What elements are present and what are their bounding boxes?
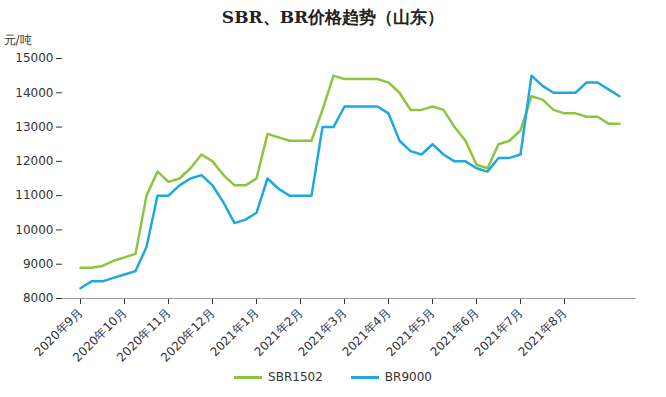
svg-text:2020年9月: 2020年9月 [31,305,86,360]
svg-text:2020年12月: 2020年12月 [158,305,217,364]
svg-text:12000: 12000 [15,154,53,168]
svg-text:8000: 8000 [23,291,54,305]
svg-text:2021年4月: 2021年4月 [339,305,394,360]
svg-text:2021年3月: 2021年3月 [295,305,350,360]
svg-text:2021年1月: 2021年1月 [207,305,262,360]
svg-text:9000: 9000 [23,257,54,271]
svg-text:10000: 10000 [15,223,53,237]
svg-text:元/吨: 元/吨 [4,33,32,47]
svg-text:2021年6月: 2021年6月 [427,305,482,360]
svg-text:14000: 14000 [15,86,53,100]
html-text:SBR1502: SBR1502 [268,370,323,384]
svg-text:11000: 11000 [15,188,53,202]
svg-text:13000: 13000 [15,120,53,134]
svg-text:2021年2月: 2021年2月 [251,305,306,360]
svg-text:2021年5月: 2021年5月 [383,305,438,360]
html-text:BR9000: BR9000 [384,370,432,384]
svg-text:15000: 15000 [15,51,53,65]
svg-text:2020年10月: 2020年10月 [70,305,130,365]
html-text:SBR、BR价格趋势（山东）: SBR、BR价格趋势（山东） [221,7,445,27]
svg-text:2020年11月: 2020年11月 [114,305,174,365]
svg-text:2021年7月: 2021年7月 [471,305,526,360]
svg-text:2021年8月: 2021年8月 [515,305,569,359]
